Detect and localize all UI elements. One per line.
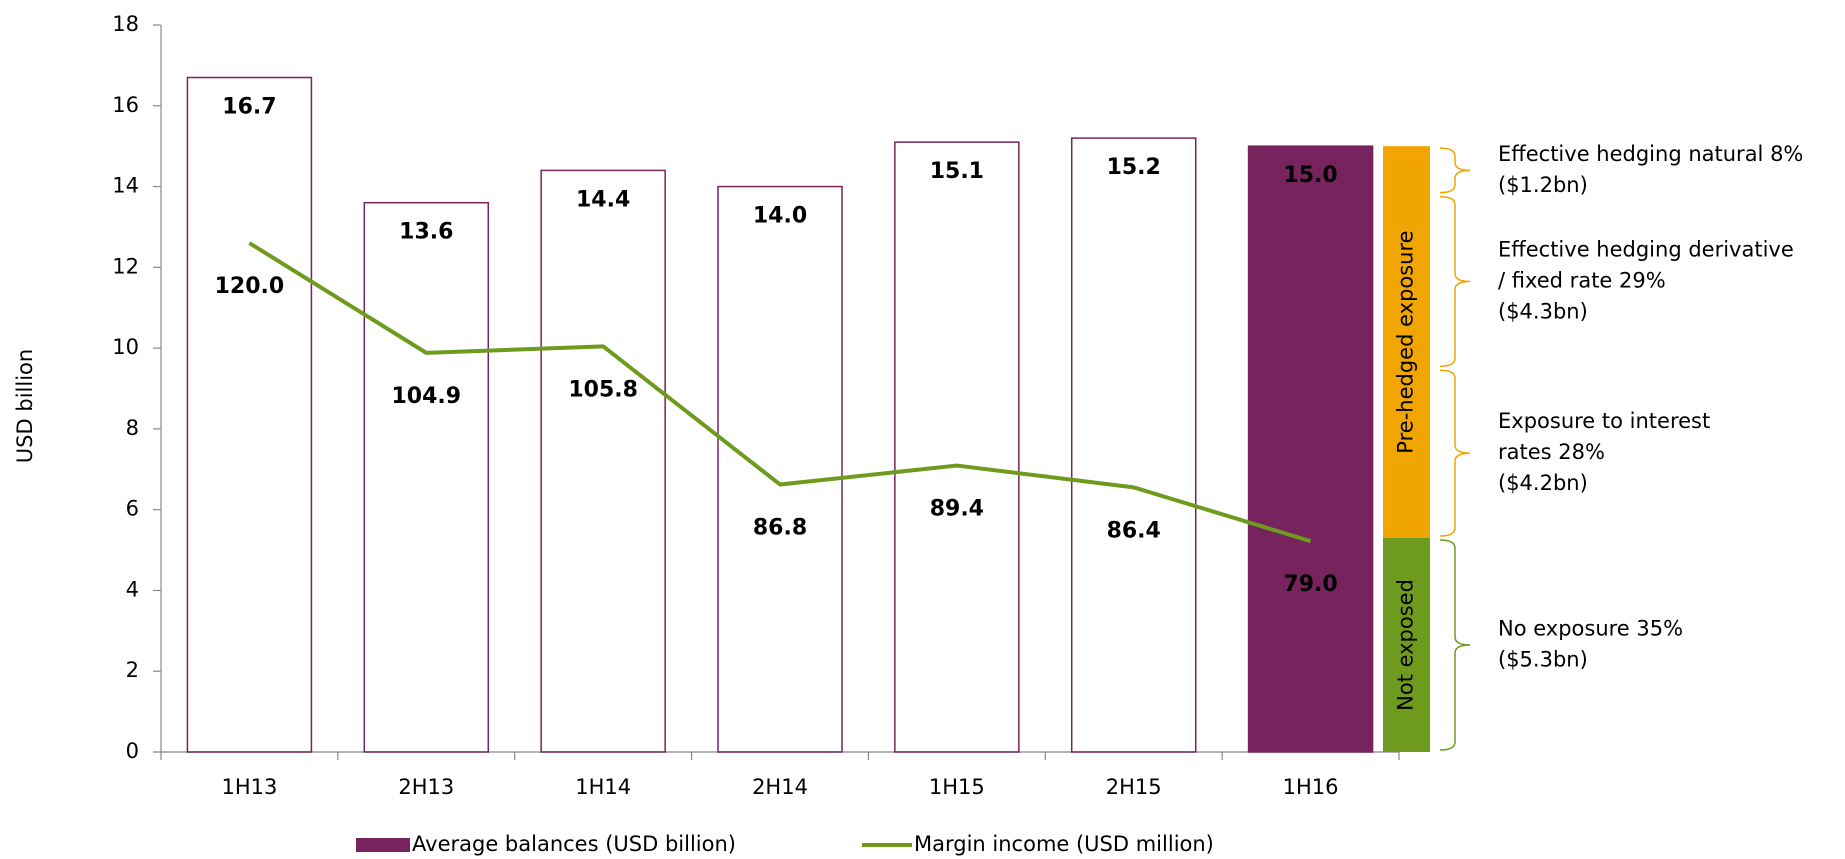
bar-value-label: 15.2 xyxy=(1107,155,1161,180)
exposure-label: Not exposed xyxy=(1394,579,1418,711)
brace xyxy=(1439,539,1471,751)
line xyxy=(248,241,1312,544)
exposure-segment xyxy=(1383,537,1430,752)
bar xyxy=(894,141,1020,753)
y-tick-label: 16 xyxy=(112,93,139,117)
annotation-text: ($5.3bn) xyxy=(1498,647,1588,671)
y-tick-label: 12 xyxy=(112,254,139,278)
bar xyxy=(363,201,490,753)
x-tick-label: 2H15 xyxy=(1106,775,1162,799)
annotation-text: No exposure 35% xyxy=(1498,616,1683,640)
x-tick-label: 2H14 xyxy=(752,775,808,799)
line-value-label: 86.4 xyxy=(1107,518,1161,543)
y-tick-label: 0 xyxy=(126,739,139,763)
y-tick-label: 14 xyxy=(112,174,139,198)
bar-value-label: 13.6 xyxy=(399,220,453,245)
annotation-text: Exposure to interest xyxy=(1498,409,1710,433)
x-tick-label: 2H13 xyxy=(398,775,454,799)
x-tick-label: 1H15 xyxy=(929,775,985,799)
line-value-label: 89.4 xyxy=(930,497,984,522)
y-tick-label: 6 xyxy=(126,497,139,521)
line-value-label: 105.8 xyxy=(568,377,638,402)
bar xyxy=(1247,145,1374,753)
annotation-text: Effective hedging natural 8% xyxy=(1498,142,1803,166)
line-value-label: 86.8 xyxy=(753,515,807,540)
bar xyxy=(717,185,843,753)
annotation-text: ($4.2bn) xyxy=(1498,471,1588,495)
line-value-label: 120.0 xyxy=(215,274,285,299)
legend-swatch xyxy=(356,838,410,852)
legend-label: Average balances (USD billion) xyxy=(412,832,736,856)
y-axis-label: USD billion xyxy=(13,349,37,463)
annotation-text: / fixed rate 29% xyxy=(1498,268,1666,292)
x-tick-label: 1H13 xyxy=(221,775,277,799)
annotation-text: ($1.2bn) xyxy=(1498,173,1588,197)
exposure-segment xyxy=(1383,146,1430,538)
bar-value-label: 14.0 xyxy=(753,204,807,229)
bar-value-label: 15.1 xyxy=(930,159,984,184)
y-tick-label: 4 xyxy=(126,577,139,601)
brace xyxy=(1439,147,1471,194)
bar-value-label: 14.4 xyxy=(576,187,630,212)
bar-value-label: 15.0 xyxy=(1283,163,1337,188)
x-tick-label: 1H16 xyxy=(1283,775,1339,799)
annotation-text: Effective hedging derivative xyxy=(1498,237,1794,261)
exposure-label: Pre-hedged exposure xyxy=(1394,230,1418,453)
y-tick-label: 8 xyxy=(126,416,139,440)
bar xyxy=(540,169,666,753)
legend-label: Margin income (USD million) xyxy=(914,832,1214,856)
bar xyxy=(1070,137,1197,753)
y-tick-label: 10 xyxy=(112,335,139,359)
y-tick-label: 18 xyxy=(112,12,139,36)
annotation-text: rates 28% xyxy=(1498,440,1605,464)
bar-value-label: 16.7 xyxy=(222,95,276,120)
brace xyxy=(1439,195,1471,368)
bar xyxy=(186,76,313,753)
brace xyxy=(1439,369,1471,537)
y-tick-label: 2 xyxy=(126,658,139,682)
line-value-label: 79.0 xyxy=(1283,572,1337,597)
annotation-text: ($4.3bn) xyxy=(1498,299,1588,323)
line-value-label: 104.9 xyxy=(391,384,461,409)
x-tick-label: 1H14 xyxy=(575,775,631,799)
